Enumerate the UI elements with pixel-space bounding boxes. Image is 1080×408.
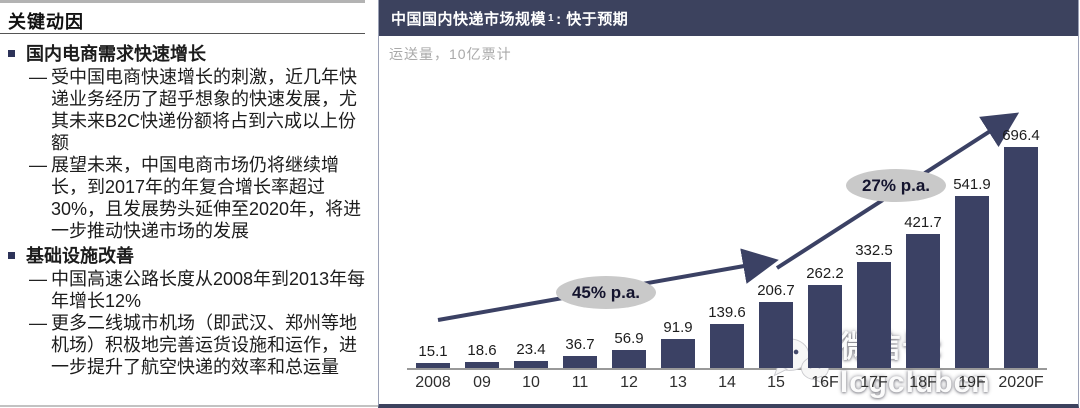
- bar-value-label: 15.1: [418, 343, 448, 360]
- bottom-divider: [0, 405, 378, 407]
- bar-17F: [857, 262, 891, 368]
- title-rule: [0, 33, 365, 34]
- x-axis-label: 18F: [909, 374, 937, 391]
- bar-2008: [416, 363, 450, 368]
- bar-15: [759, 302, 793, 368]
- bar-value-label: 541.9: [953, 176, 991, 193]
- x-axis-label: 19F: [958, 374, 986, 391]
- bullet-item: — 中国高速公路长度从2008年到2013年每年增长12%: [29, 268, 370, 312]
- square-bullet-icon: [8, 43, 26, 57]
- bar-value-label: 262.2: [806, 265, 844, 282]
- top-divider: [0, 0, 365, 3]
- bar-value-label: 18.6: [467, 342, 497, 359]
- x-axis-label: 2020F: [998, 374, 1044, 391]
- dash-bullet-icon: —: [29, 155, 47, 175]
- growth-rate-label: 27% p.a.: [861, 175, 931, 195]
- x-axis-line: [407, 368, 1047, 370]
- dash-bullet-icon: —: [29, 269, 47, 289]
- bar-value-label: 36.7: [565, 336, 595, 353]
- bullet-item: — 更多二线城市机场（即武汉、郑州等地机场）积极地完善运货设施和运作，进一步提升了…: [29, 312, 370, 378]
- x-axis-label: 11: [571, 374, 589, 391]
- bullet-item: 基础设施改善: [8, 245, 370, 267]
- x-axis-label: 17F: [860, 374, 888, 391]
- growth-rate-badge-27: 27% p.a.: [846, 169, 946, 202]
- bullet-item: 国内电商需求快速增长: [8, 43, 370, 65]
- bar-09: [465, 362, 499, 368]
- dash-bullet-icon: —: [29, 313, 47, 333]
- bar-19F: [955, 196, 989, 368]
- chart-title-suffix: : 快于预期: [556, 10, 629, 28]
- x-axis-label: 14: [718, 374, 736, 391]
- x-axis-label: 2008: [415, 374, 451, 391]
- bullet-text: 展望未来，中国电商市场仍将继续增长，到2017年的年复合增长率超过30%，且发展…: [51, 155, 362, 241]
- growth-rate-label: 45% p.a.: [571, 282, 641, 302]
- key-drivers-panel: 关键动因 国内电商需求快速增长 — 受中国电商快速增长的刺激，近几年快递业务经历了超…: [0, 0, 378, 408]
- left-panel-title: 关键动因: [8, 12, 84, 32]
- x-axis-label: 09: [473, 374, 491, 391]
- bar-14: [710, 324, 744, 368]
- bar-value-label: 23.4: [516, 341, 546, 358]
- bar-value-label: 56.9: [614, 330, 644, 347]
- bar-11: [563, 356, 597, 368]
- chart-title: 中国国内快递市场规模: [391, 10, 547, 28]
- bullet-text: 更多二线城市机场（即武汉、郑州等地机场）积极地完善运货设施和运作，进一步提升了航…: [51, 313, 357, 377]
- growth-rate-badge-45: 45% p.a.: [556, 276, 656, 309]
- bullet-list: 国内电商需求快速增长 — 受中国电商快速增长的刺激，近几年快递业务经历了超乎想象的快…: [0, 40, 370, 378]
- bullet-text: 基础设施改善: [26, 246, 134, 266]
- bar-value-label: 332.5: [855, 242, 893, 259]
- footnote-marker: 1: [548, 12, 555, 24]
- bar-2020F: [1004, 147, 1038, 368]
- dash-bullet-icon: —: [29, 67, 47, 87]
- bar-13: [661, 339, 695, 368]
- bar-value-label: 421.7: [904, 214, 942, 231]
- x-axis-label: 13: [669, 374, 687, 391]
- axis-unit-label: 运送量，10亿票计: [389, 46, 512, 62]
- bar-16F: [808, 285, 842, 368]
- bullet-item: — 受中国电商快速增长的刺激，近几年快递业务经历了超乎想象的快速发展，尤其未来B2…: [29, 66, 370, 154]
- bullet-text: 国内电商需求快速增长: [26, 44, 206, 64]
- bullet-text: 受中国电商快速增长的刺激，近几年快递业务经历了超乎想象的快速发展，尤其未来B2C…: [51, 67, 357, 153]
- bar-value-label: 696.4: [1002, 127, 1040, 144]
- bar-value-label: 206.7: [757, 282, 795, 299]
- square-bullet-icon: [8, 245, 26, 259]
- x-axis-label: 12: [620, 374, 638, 391]
- x-axis-label: 15: [767, 374, 785, 391]
- chart-panel: 中国国内快递市场规模 1: 快于预期 运送量，10亿票计 45% p.a. 27%…: [378, 0, 1079, 408]
- chart-header: 中国国内快递市场规模 1: 快于预期: [379, 0, 1078, 36]
- bullet-item: — 展望未来，中国电商市场仍将继续增长，到2017年的年复合增长率超过30%，且发…: [29, 154, 370, 242]
- bar-chart: 45% p.a. 27% p.a.: [379, 0, 1078, 404]
- bar-value-label: 139.6: [708, 304, 746, 321]
- x-axis-label: 10: [522, 374, 540, 391]
- bar-18F: [906, 234, 940, 368]
- bar-10: [514, 361, 548, 368]
- bullet-text: 中国高速公路长度从2008年到2013年每年增长12%: [51, 269, 366, 311]
- bar-value-label: 91.9: [663, 319, 693, 336]
- x-axis-label: 16F: [811, 374, 839, 391]
- bar-12: [612, 350, 646, 368]
